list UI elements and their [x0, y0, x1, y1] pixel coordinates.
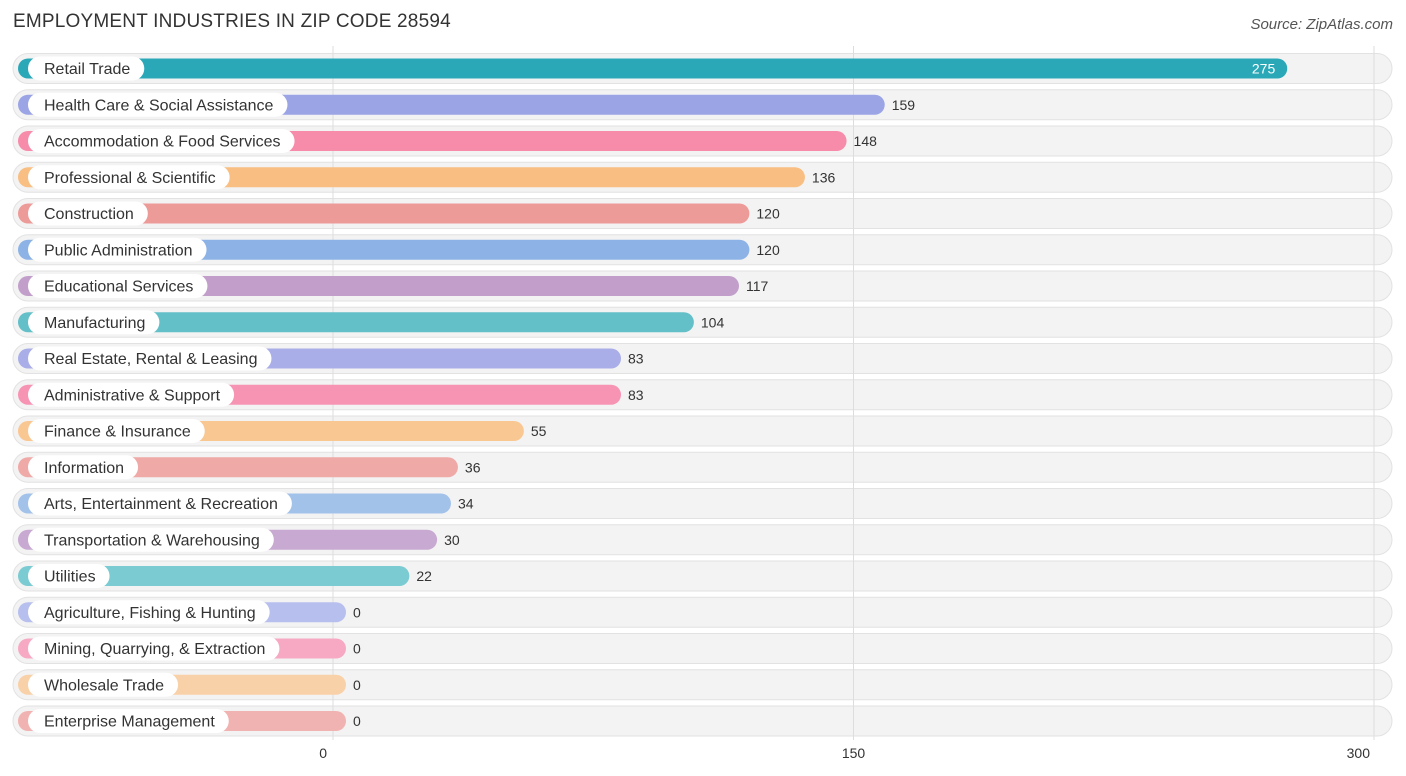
bar-label-pill	[28, 165, 230, 190]
bar-label: Enterprise Management	[44, 714, 215, 731]
bar-label-pill	[28, 56, 145, 81]
bar-value: 148	[854, 133, 878, 149]
bar-value: 0	[353, 713, 361, 729]
bar-4	[18, 203, 750, 224]
bar-14	[18, 566, 410, 586]
bar-label-pill	[28, 274, 208, 298]
row-track	[12, 705, 1393, 737]
bar-label-pill	[28, 709, 229, 733]
bar-label-pill	[28, 491, 292, 516]
bar-value: 0	[353, 604, 361, 620]
bar-label: Arts, Entertainment & Recreation	[44, 496, 278, 513]
bar-label-pill	[28, 129, 295, 153]
bar-label-pill	[28, 310, 160, 335]
bar-label-pill	[28, 636, 280, 661]
bar-0	[18, 58, 1288, 79]
tick-label-0: 0	[319, 745, 327, 761]
bar-value: 0	[353, 677, 361, 693]
bar-label: Utilities	[44, 569, 96, 586]
bar-value: 22	[416, 568, 432, 584]
bar-label: Educational Services	[44, 279, 193, 296]
bar-label: Mining, Quarrying, & Extraction	[44, 641, 265, 658]
bar-label: Public Administration	[44, 242, 193, 259]
bar-7	[18, 312, 694, 333]
bar-label: Manufacturing	[44, 315, 145, 332]
bar-value: 0	[353, 641, 361, 657]
bar-label-pill	[28, 672, 179, 697]
chart-bars: Retail Trade 275 Health Care & Social Assi…	[18, 56, 1288, 733]
bar-label: Administrative & Support	[44, 387, 221, 404]
bar-label: Accommodation & Food Services	[44, 134, 281, 151]
bar-label: Health Care & Social Assistance	[44, 97, 274, 114]
bar-value: 117	[746, 278, 769, 294]
bar-label: Finance & Insurance	[44, 424, 191, 441]
bar-value: 275	[1252, 61, 1276, 77]
bar-value: 83	[628, 387, 644, 403]
chart-ticks: 0 150 300	[319, 745, 1370, 761]
bar-label-pill	[28, 419, 205, 443]
bar-label-pill	[28, 600, 270, 625]
row-track	[12, 596, 1393, 628]
bar-value: 30	[444, 532, 460, 548]
bar-value: 159	[892, 97, 916, 113]
bar-label-pill	[28, 92, 288, 117]
bar-value: 55	[531, 423, 547, 439]
tick-label-150: 150	[842, 745, 866, 761]
bar-label: Retail Trade	[44, 61, 130, 78]
bar-value: 120	[756, 242, 780, 258]
bar-value: 83	[628, 351, 644, 367]
source-note: Source: ZipAtlas.com	[1250, 16, 1393, 33]
row-track	[12, 633, 1393, 664]
bar-value: 104	[701, 314, 725, 330]
bar-value: 34	[458, 496, 474, 512]
bar-label: Real Estate, Rental & Leasing	[44, 351, 257, 368]
bar-label: Construction	[44, 206, 134, 223]
chart-title: EMPLOYMENT INDUSTRIES IN ZIP CODE 28594	[13, 11, 451, 32]
bar-label-pill	[28, 201, 148, 226]
bar-label: Wholesale Trade	[44, 677, 164, 694]
tick-label-300: 300	[1347, 745, 1371, 761]
bar-label-pill	[28, 346, 272, 371]
bar-value: 136	[812, 169, 836, 185]
bar-label-pill	[28, 237, 207, 262]
bar-value: 120	[756, 206, 780, 222]
bar-label-pill	[28, 564, 110, 588]
bar-label-pill	[28, 527, 274, 552]
bar-label: Transportation & Warehousing	[44, 532, 260, 549]
bar-label-pill	[28, 382, 235, 407]
bar-label: Professional & Scientific	[44, 170, 216, 187]
row-track	[12, 669, 1393, 701]
bar-label-pill	[28, 455, 139, 480]
bar-label: Information	[44, 460, 124, 477]
bar-value: 36	[465, 459, 481, 475]
bar-label: Agriculture, Fishing & Hunting	[44, 605, 256, 622]
